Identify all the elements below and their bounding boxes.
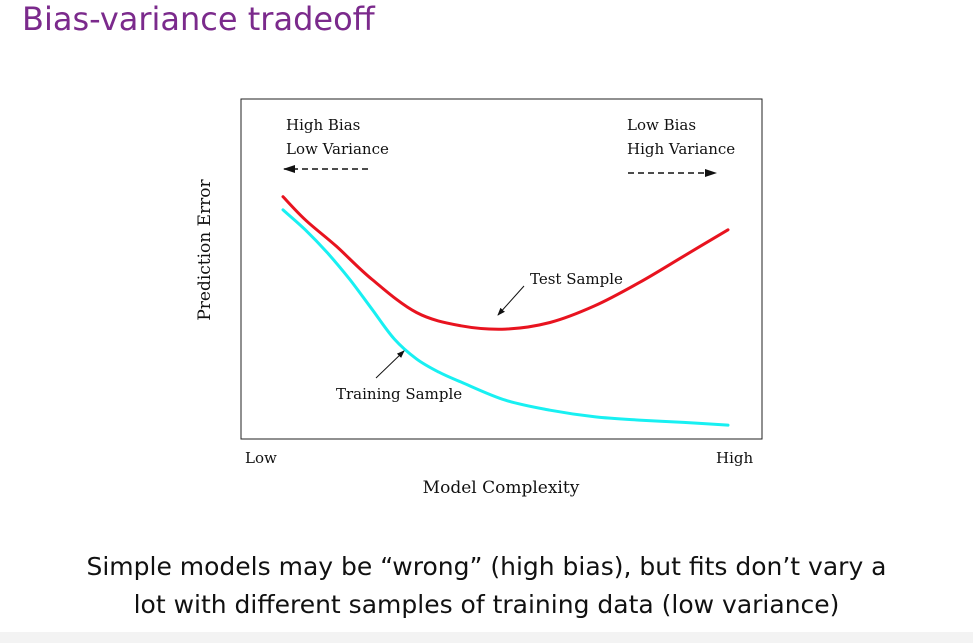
x-tick-high: High — [716, 449, 753, 467]
annotation-high-bias: High Bias — [286, 116, 360, 134]
slide-caption: Simple models may be “wrong” (high bias)… — [0, 548, 973, 624]
pointer-training-sample — [375, 350, 405, 379]
series-layer — [281, 195, 730, 427]
caption-line-1: Simple models may be “wrong” (high bias)… — [86, 552, 887, 581]
x-tick-low: Low — [245, 449, 277, 467]
annotation-high-variance: High Variance — [627, 140, 735, 158]
pointer-test-sample — [497, 285, 525, 316]
slide-title: Bias-variance tradeoff — [22, 0, 375, 38]
y-axis-label: Prediction Error — [195, 178, 215, 320]
footer-strip — [0, 632, 973, 643]
caption-line-2: lot with different samples of training d… — [133, 590, 840, 619]
x-axis-label: Model Complexity — [423, 478, 580, 498]
annotation-low-variance: Low Variance — [286, 140, 389, 158]
series-line-training-sample — [281, 208, 730, 427]
label-test-sample: Test Sample — [530, 270, 623, 288]
series-line-test-sample — [281, 195, 730, 331]
annotation-low-bias: Low Bias — [627, 116, 696, 134]
plot-frame — [240, 98, 763, 440]
label-training-sample: Training Sample — [336, 385, 462, 403]
